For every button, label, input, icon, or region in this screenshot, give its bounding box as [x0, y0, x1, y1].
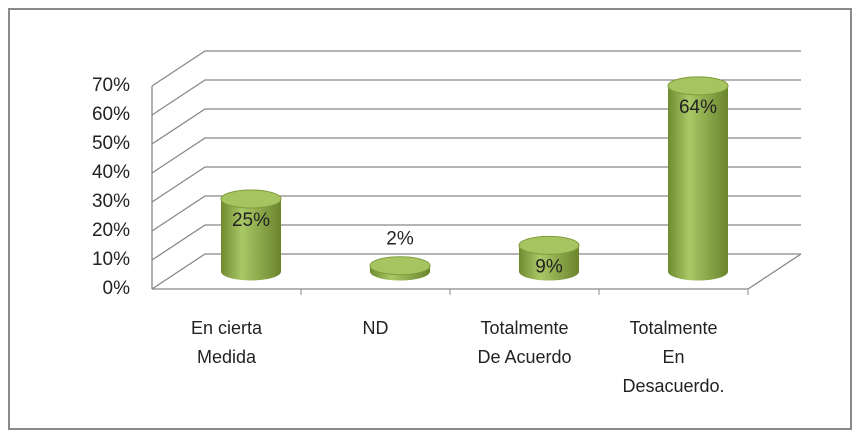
bar — [518, 235, 580, 281]
bar-body — [668, 85, 728, 281]
bar-top — [667, 76, 729, 96]
grid-line — [151, 79, 801, 116]
x-tick-label: Totalmente En Desacuerdo. — [622, 318, 725, 396]
y-tick-label: 0% — [103, 278, 131, 299]
bar — [369, 256, 431, 281]
value-label: 64% — [679, 97, 717, 118]
bar-body — [519, 245, 579, 281]
bar-body — [221, 199, 281, 281]
y-tick-label: 60% — [92, 104, 130, 125]
x-tick-label: En cierta Medida — [190, 318, 263, 367]
grid-line — [151, 253, 801, 290]
y-tick-label: 70% — [92, 75, 130, 96]
grid-line — [151, 137, 801, 174]
value-label: 25% — [232, 210, 270, 231]
bar — [220, 189, 282, 281]
x-tick-label: ND — [362, 318, 389, 338]
bar-top — [220, 189, 282, 209]
grid-line — [151, 166, 801, 203]
grid-line — [151, 108, 801, 145]
bar-top — [369, 256, 431, 276]
bar-top — [518, 235, 580, 255]
y-tick-label: 40% — [92, 162, 130, 183]
y-tick-label: 20% — [92, 220, 130, 241]
x-tick-label: Totalmente De Acuerdo — [477, 318, 572, 367]
grid-line — [151, 50, 801, 87]
y-tick-label: 10% — [92, 249, 130, 270]
y-tick-label: 50% — [92, 133, 130, 154]
value-label: 9% — [535, 256, 563, 277]
bar — [667, 76, 729, 281]
grid-line — [151, 195, 801, 232]
y-tick-label: 30% — [92, 191, 130, 212]
grid-line — [151, 224, 801, 261]
value-label: 2% — [386, 229, 414, 250]
